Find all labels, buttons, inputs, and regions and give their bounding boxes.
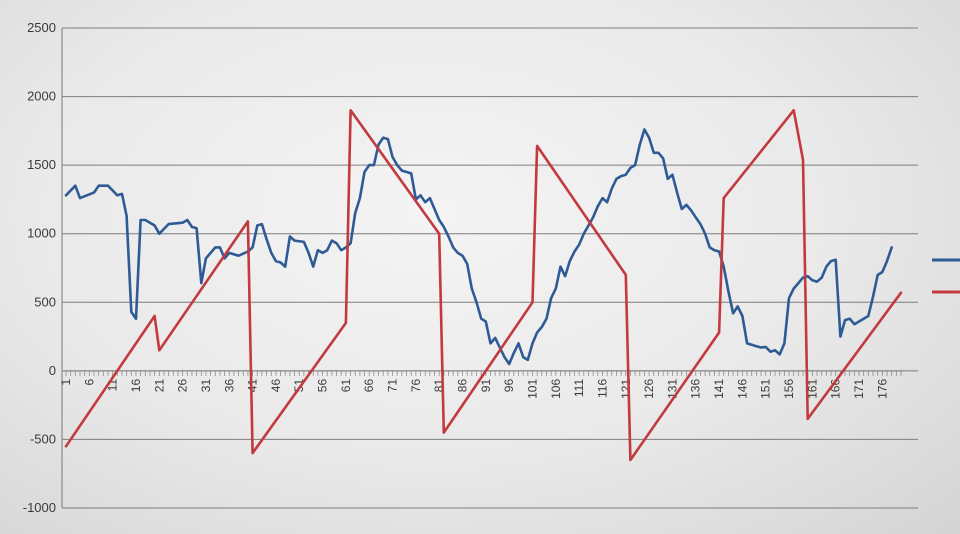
y-axis-ticks: 2500 2000 1500 1000 500 0 -500 -1000	[23, 20, 56, 515]
x-tick-label: 101	[525, 379, 539, 399]
x-tick-label: 141	[712, 379, 726, 399]
x-tick-label: 151	[759, 379, 773, 399]
x-tick-label: 121	[619, 379, 633, 399]
x-tick-label: 26	[176, 379, 190, 393]
x-tick-label: 156	[782, 379, 796, 399]
x-tick-label: 126	[642, 379, 656, 399]
x-tick-label: 106	[549, 379, 563, 399]
y-tick-label: 500	[34, 294, 56, 309]
y-tick-label: 2000	[27, 89, 56, 104]
x-tick-label: 96	[502, 379, 516, 393]
y-tick-label: 0	[49, 363, 56, 378]
x-tick-label: 176	[875, 379, 889, 399]
series-lines	[64, 109, 903, 462]
x-tick-label: 36	[222, 379, 236, 393]
x-tick-label: 171	[852, 379, 866, 399]
x-tick-label: 31	[199, 379, 213, 393]
x-tick-label: 91	[479, 379, 493, 393]
x-tick-label: 116	[595, 379, 609, 398]
x-tick-label: 61	[339, 379, 353, 393]
x-tick-label: 71	[386, 379, 400, 393]
x-tick-label: 111	[572, 379, 586, 398]
x-tick-label: 131	[665, 379, 679, 399]
x-tick-label: 161	[805, 379, 819, 399]
x-tick-label: 66	[362, 379, 376, 393]
x-tick-label: 86	[456, 379, 470, 393]
x-tick-label: 76	[409, 379, 423, 393]
x-tick-label: 56	[316, 379, 330, 393]
y-tick-label: 1500	[27, 157, 56, 172]
y-tick-label: -1000	[23, 500, 56, 515]
legend	[932, 258, 960, 294]
gridlines	[61, 27, 918, 509]
x-tick-label: 16	[129, 379, 143, 393]
x-tick-label: 41	[246, 379, 260, 393]
x-tick-label: 46	[269, 379, 283, 393]
y-tick-label: 2500	[27, 20, 56, 35]
red-series-line	[64, 109, 903, 462]
y-tick-label: 1000	[27, 226, 56, 241]
y-tick-label: -500	[30, 431, 56, 446]
x-tick-label: 136	[689, 379, 703, 399]
x-tick-label: 6	[82, 379, 96, 386]
x-tick-label: 146	[735, 379, 749, 399]
x-tick-label: 1	[59, 379, 73, 386]
x-tick-label: 21	[152, 379, 166, 393]
